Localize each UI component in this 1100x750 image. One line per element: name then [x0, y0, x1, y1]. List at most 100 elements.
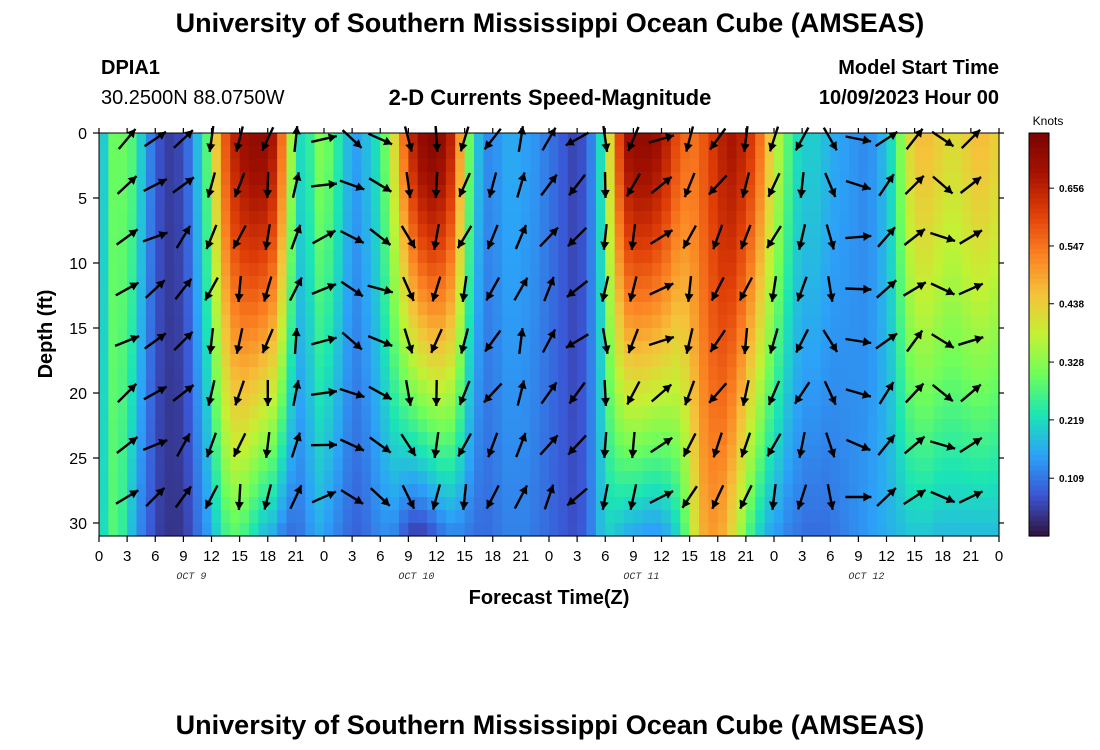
heatmap-cell — [745, 432, 756, 446]
heatmap-cell — [895, 146, 906, 160]
x-tick-label: 6 — [601, 548, 609, 565]
heatmap-cell — [427, 471, 438, 485]
heatmap-cell — [117, 510, 128, 524]
heatmap-cell — [295, 523, 306, 537]
heatmap-cell — [511, 185, 522, 199]
heatmap-cell — [305, 211, 316, 225]
heatmap-cell — [202, 211, 213, 225]
heatmap-cell — [905, 198, 916, 212]
heatmap-cell — [858, 497, 869, 511]
heatmap-cell — [145, 211, 156, 225]
heatmap-cell — [183, 367, 194, 381]
heatmap-cell — [820, 458, 831, 472]
heatmap-cell — [174, 146, 184, 160]
heatmap-cell — [324, 237, 334, 251]
heatmap-cell — [520, 133, 531, 147]
heatmap-cell — [230, 146, 241, 160]
heatmap-cell — [192, 133, 203, 147]
x-tick-label: 6 — [826, 548, 834, 565]
heatmap-cell — [839, 419, 850, 433]
heatmap-cell — [755, 328, 766, 342]
heatmap-cell — [877, 289, 888, 303]
heatmap-cell — [867, 250, 878, 264]
heatmap-cell — [802, 354, 813, 368]
heatmap-cell — [220, 510, 231, 524]
heatmap-cell — [342, 146, 353, 160]
heatmap-cell — [867, 237, 878, 251]
heatmap-cell — [549, 393, 559, 407]
heatmap-cell — [980, 510, 991, 524]
heatmap-cell — [633, 224, 644, 238]
heatmap-cell — [136, 146, 147, 160]
heatmap-cell — [230, 263, 241, 277]
current-vector-arrow — [143, 332, 167, 350]
heatmap-cell — [577, 523, 588, 537]
heatmap-cell — [211, 445, 222, 459]
heatmap-cell — [445, 471, 456, 485]
heatmap-cell — [174, 406, 184, 420]
heatmap-cell — [324, 380, 334, 394]
heatmap-cell — [933, 133, 944, 147]
heatmap-cell — [605, 172, 616, 186]
heatmap-cell — [108, 289, 119, 303]
heatmap-cell — [764, 328, 775, 342]
heatmap-cell — [567, 484, 578, 498]
heatmap-cell — [220, 419, 231, 433]
heatmap-cell — [399, 250, 409, 264]
heatmap-cell — [642, 146, 653, 160]
heatmap-cell — [99, 302, 109, 316]
heatmap-cell — [642, 250, 653, 264]
heatmap-cell — [849, 367, 859, 381]
heatmap-cell — [370, 315, 381, 329]
heatmap-cell — [267, 419, 278, 433]
heatmap-cell — [370, 159, 381, 173]
heatmap-cell — [474, 133, 484, 147]
heatmap-cell — [792, 419, 803, 433]
heatmap-cell — [239, 471, 250, 485]
heatmap-cell — [755, 315, 766, 329]
heatmap-cell — [952, 354, 963, 368]
heatmap-cell — [717, 458, 728, 472]
heatmap-cell — [511, 445, 522, 459]
heatmap-cell — [783, 302, 794, 316]
heatmap-cell — [389, 250, 400, 264]
heatmap-cell — [877, 276, 888, 290]
heatmap-cell — [549, 211, 559, 225]
heatmap-cell — [914, 211, 925, 225]
colorbar-swatch — [1029, 148, 1049, 154]
heatmap-cell — [661, 523, 672, 537]
heatmap-cell — [652, 289, 663, 303]
heatmap-cell — [314, 510, 325, 524]
colorbar-swatch — [1029, 133, 1049, 139]
heatmap-cell — [783, 250, 794, 264]
heatmap-cell — [239, 211, 250, 225]
heatmap-cell — [502, 224, 513, 238]
heatmap-cell — [989, 497, 1000, 511]
heatmap-cell — [849, 315, 859, 329]
colorbar-swatch — [1029, 470, 1049, 477]
heatmap-cell — [220, 159, 231, 173]
heatmap-cell — [633, 315, 644, 329]
heatmap-cell — [99, 263, 109, 277]
heatmap-cell — [230, 211, 241, 225]
heatmap-cell — [286, 250, 297, 264]
heatmap-cell — [445, 328, 456, 342]
heatmap-cell — [792, 224, 803, 238]
heatmap-cell — [586, 146, 597, 160]
heatmap-cell — [924, 263, 934, 277]
heatmap-cell — [839, 380, 850, 394]
heatmap-cell — [474, 263, 484, 277]
heatmap-cell — [474, 419, 484, 433]
heatmap-cell — [239, 146, 250, 160]
heatmap-cell — [99, 367, 109, 381]
heatmap-cell — [324, 159, 334, 173]
heatmap-cell — [877, 198, 888, 212]
current-vector-arrow — [143, 178, 168, 192]
heatmap-cell — [577, 315, 588, 329]
current-vector-arrow — [845, 438, 871, 452]
heatmap-cell — [858, 289, 869, 303]
heatmap-cell — [970, 393, 981, 407]
heatmap-cell — [942, 471, 953, 485]
heatmap-cell — [183, 445, 194, 459]
heatmap-cell — [736, 276, 747, 290]
